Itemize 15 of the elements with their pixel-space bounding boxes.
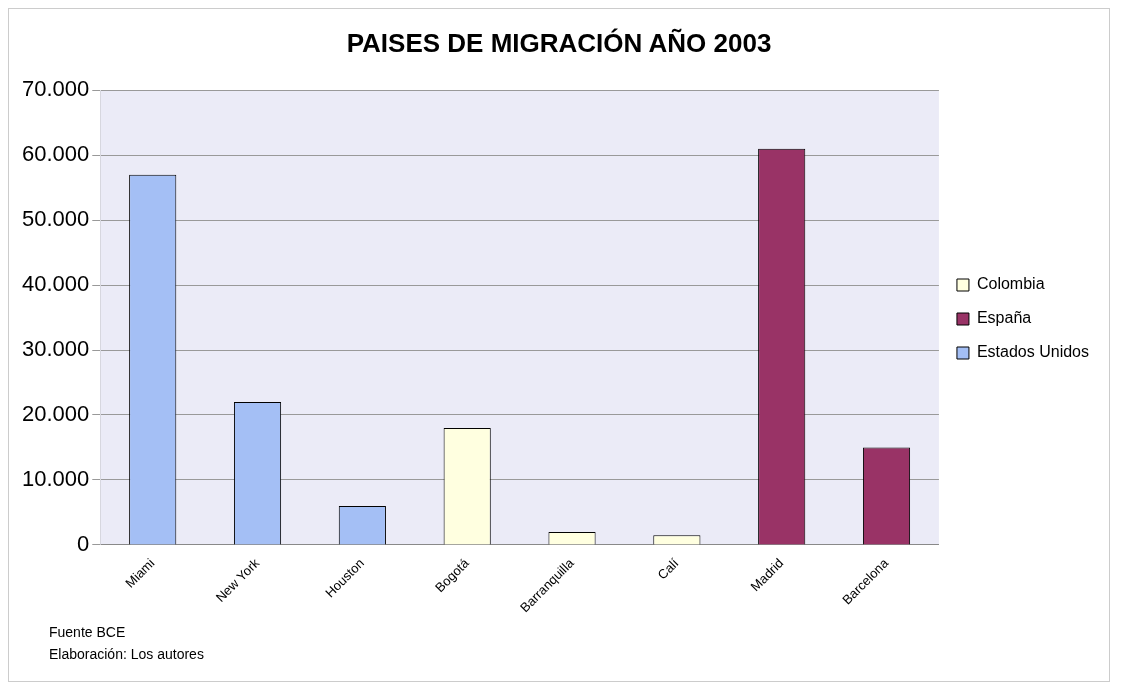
source-note: Fuente BCE	[49, 623, 127, 642]
text: Elaboración: Los autores	[49, 645, 204, 664]
chart-title: PAISES DE MIGRACIÓN AÑO 2003	[346, 27, 772, 58]
legend-label: Estados Unidos	[976, 343, 1089, 361]
y-tick-label: 60.000	[21, 141, 90, 167]
legend-label: Colombia	[976, 275, 1045, 293]
y-tick-label: 10.000	[21, 466, 90, 492]
y-tick-label: 70.000	[21, 76, 90, 102]
y-tick-label: 50.000	[21, 206, 90, 232]
y-tick-label: 0	[77, 530, 90, 556]
legend-label: España	[976, 309, 1032, 327]
x-tick-label: Calí	[654, 555, 682, 583]
y-tick-label: 20.000	[21, 401, 90, 427]
y-tick-label: 40.000	[21, 271, 90, 297]
y-tick-label: 30.000	[21, 336, 90, 362]
